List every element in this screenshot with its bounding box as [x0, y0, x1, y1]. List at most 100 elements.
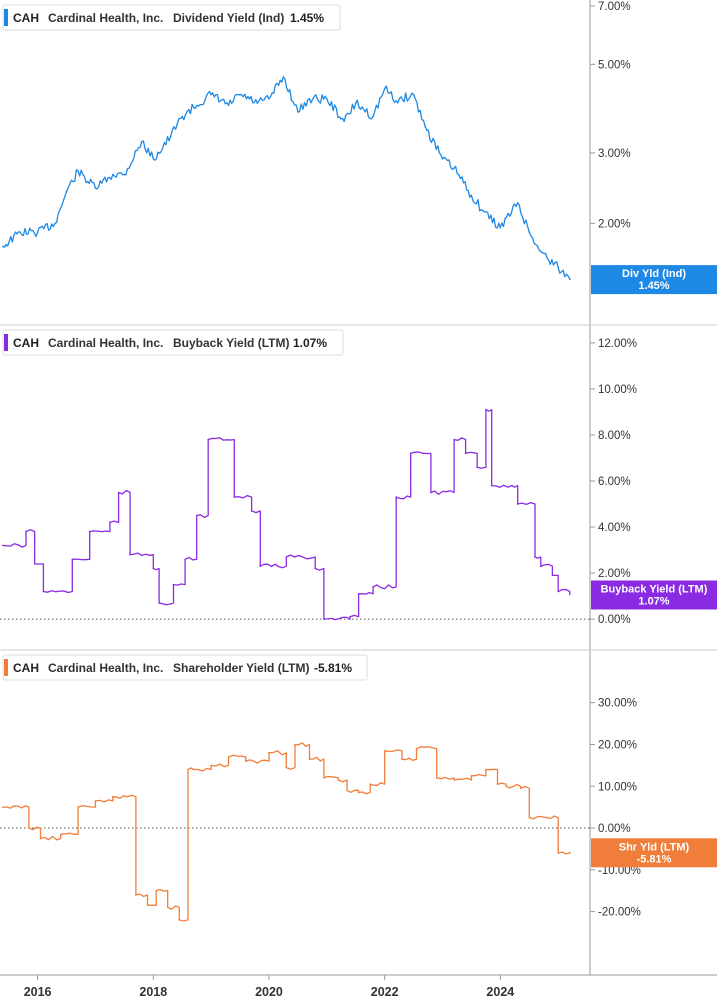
data-point [490, 484, 493, 487]
y-tick-label: -10.00% [598, 865, 641, 877]
data-point [210, 764, 212, 767]
data-point [77, 170, 79, 172]
legend-metric: Shareholder Yield (LTM) [173, 661, 309, 675]
data-point [372, 586, 374, 588]
legend-value: -5.81% [314, 661, 352, 675]
data-point [395, 100, 398, 102]
legend-box [2, 4, 341, 31]
data-point [88, 530, 91, 533]
data-point [372, 115, 374, 118]
y-tick-label: 4.00% [598, 522, 631, 534]
data-point [65, 190, 68, 193]
y-tick-label: 2.00% [598, 218, 631, 230]
data-point [476, 466, 479, 469]
data-point [19, 231, 22, 233]
data-point [297, 111, 299, 113]
panel-buyback-yield-ltm: 12.00% 10.00% 8.00% 6.00% 4.00% 2.00% 0.00% CAH… [0, 329, 717, 626]
data-point [2, 806, 4, 808]
badge-background [591, 838, 717, 868]
data-point [499, 226, 502, 229]
data-point [117, 491, 120, 494]
data-point [187, 768, 189, 771]
data-point [470, 775, 473, 777]
data-point [33, 563, 36, 565]
data-point [540, 565, 542, 567]
badge-value: -5.81% [637, 853, 672, 865]
y-tick-label: 2.00% [598, 568, 631, 580]
data-point [326, 98, 328, 100]
data-point [412, 93, 415, 96]
data-point [337, 779, 340, 781]
legend-ticker: CAH [13, 11, 39, 25]
badge-label: Shr Yld (LTM) [619, 841, 690, 853]
badge-background [591, 580, 717, 610]
y-tick-label: 0.00% [598, 614, 631, 626]
legend-color-swatch [4, 659, 8, 676]
y-tick-label: 10.00% [598, 384, 637, 396]
legend-company: Cardinal Health, Inc. [48, 661, 163, 675]
current-value-badge: Shr Yld (LTM)-5.81% [591, 838, 717, 868]
badge-label: Div Yld (Ind) [622, 268, 686, 280]
series-line [2, 742, 571, 922]
data-point [135, 894, 137, 896]
data-point [369, 783, 372, 785]
data-point [453, 167, 455, 169]
legend: CAH Cardinal Health, Inc. Shareholder Yiel… [2, 654, 368, 681]
data-point [71, 558, 74, 561]
data-point [59, 833, 62, 836]
data-point [401, 758, 403, 760]
data-point [268, 752, 270, 754]
data-point [441, 158, 444, 160]
data-point [424, 125, 426, 127]
data-point [534, 556, 536, 558]
legend-color-swatch [4, 334, 8, 351]
data-point [383, 750, 386, 752]
y-tick-label: 5.00% [598, 59, 631, 71]
data-point [308, 758, 311, 760]
legend-ticker: CAH [13, 336, 39, 350]
y-tick-label: 12.00% [598, 338, 637, 350]
data-point [94, 187, 97, 189]
data-point [323, 777, 325, 779]
data-point [181, 115, 183, 118]
data-point [42, 590, 45, 593]
data-point [172, 583, 175, 586]
data-point [245, 760, 247, 762]
y-tick-label: 3.00% [598, 148, 631, 160]
data-point [227, 756, 230, 758]
legend-color-swatch [4, 9, 8, 26]
data-point [557, 266, 559, 269]
data-point [551, 574, 554, 577]
y-tick-label: 30.00% [598, 698, 637, 710]
data-point [146, 904, 149, 907]
data-point [485, 768, 487, 771]
data-point [195, 514, 198, 517]
legend: CAH Cardinal Health, Inc. Buyback Yield (L… [2, 329, 344, 356]
data-point [112, 795, 114, 798]
data-point [25, 530, 27, 533]
data-point [259, 565, 262, 567]
y-tick-label: -20.00% [598, 907, 641, 919]
legend-value: 1.07% [293, 336, 327, 350]
data-point [435, 777, 438, 779]
data-point [140, 141, 143, 143]
data-point [184, 558, 186, 561]
data-point [354, 102, 357, 104]
current-value-badge: Div Yld (Ind)1.45% [591, 265, 717, 295]
series-line [2, 76, 571, 280]
data-point [569, 593, 571, 596]
data-point [129, 553, 131, 556]
panel-shareholder-yield-ltm: 30.00% 20.00% 10.00% 0.00% -10.00% -20.00% CAH… [0, 654, 717, 922]
data-point [77, 806, 79, 808]
data-point [516, 503, 519, 505]
badge-value: 1.07% [638, 596, 669, 608]
data-point [308, 98, 311, 100]
data-point [227, 104, 230, 106]
y-tick-label: 7.00% [598, 1, 631, 13]
data-point [54, 222, 56, 225]
data-point [112, 173, 114, 176]
data-point [285, 556, 288, 558]
data-point [569, 851, 571, 854]
data-point [470, 194, 473, 197]
data-point [540, 250, 542, 253]
